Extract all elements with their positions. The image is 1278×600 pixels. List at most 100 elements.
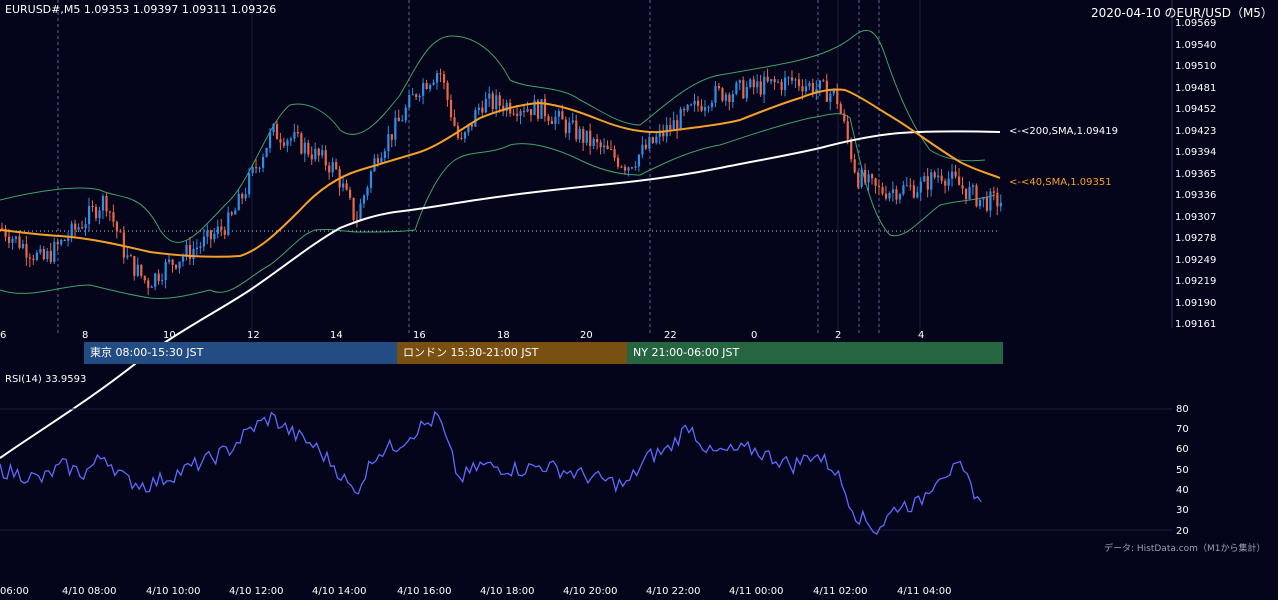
price-tick: 1.09190	[1175, 298, 1216, 309]
candle-body	[328, 165, 331, 173]
candle-body	[683, 109, 686, 111]
candle-body	[362, 195, 366, 204]
candle-body	[592, 138, 595, 146]
rsi-panel: 80 70 60 50 40 30 20 06:00 4/10 08:00 4/…	[0, 404, 1189, 597]
candle-body	[157, 273, 160, 282]
candle-body	[474, 110, 477, 127]
candle-body	[63, 239, 66, 241]
candle-body	[171, 259, 174, 265]
time-tick: 2	[835, 330, 841, 341]
candle-body	[136, 264, 139, 276]
candle-body	[888, 193, 891, 199]
candle-body	[397, 117, 400, 122]
candle-body	[766, 76, 769, 82]
candle-body	[355, 219, 359, 221]
candle-body	[975, 185, 978, 207]
candle-body	[248, 172, 251, 195]
candle-body	[230, 212, 233, 215]
candle-body	[4, 228, 7, 237]
candle-body	[571, 120, 574, 123]
candle-body	[303, 142, 306, 154]
candle-body	[411, 94, 414, 96]
candle-body	[651, 137, 654, 143]
bollinger-lower	[0, 113, 996, 299]
candle-body	[714, 85, 717, 103]
candle-body	[585, 130, 588, 143]
candle-body	[526, 109, 529, 112]
grid-lines	[251, 0, 921, 335]
candle-body	[731, 94, 734, 103]
price-tick: 1.09249	[1175, 255, 1216, 266]
candle-body	[216, 226, 219, 234]
price-tick: 1.09219	[1175, 276, 1216, 287]
candle-body	[954, 171, 957, 177]
candle-body	[944, 180, 947, 186]
candle-body	[676, 120, 679, 131]
rsi-time-tick: 4/10 10:00	[146, 586, 200, 597]
candle-body	[300, 133, 303, 154]
candle-body	[262, 156, 265, 168]
candle-body	[860, 169, 863, 187]
time-tick: 0	[751, 330, 757, 341]
data-attribution: データ: HistData.com（M1から集計）	[1104, 544, 1266, 554]
candle-body	[606, 145, 609, 150]
candle-body	[599, 142, 602, 148]
candle-body	[383, 151, 386, 158]
candle-body	[662, 130, 665, 137]
candle-body	[968, 186, 971, 199]
candle-body	[923, 176, 926, 182]
time-tick: 16	[413, 330, 426, 341]
rsi-tick: 50	[1176, 465, 1189, 476]
candle-body	[759, 81, 762, 95]
candle-body	[850, 139, 853, 160]
candle-body	[790, 77, 794, 81]
candle-body	[275, 124, 279, 140]
price-tick: 1.09336	[1175, 190, 1216, 201]
candle-body	[7, 236, 11, 243]
candle-body	[902, 185, 905, 195]
candle-body	[432, 82, 435, 85]
time-tick: 10	[163, 330, 176, 341]
rsi-label: RSI(14) 33.9593	[5, 374, 87, 385]
candle-body	[25, 243, 28, 258]
candle-body	[321, 150, 324, 156]
candle-body	[578, 129, 581, 140]
candle-body	[536, 100, 540, 119]
candle-body	[390, 134, 393, 140]
candle-body	[864, 169, 867, 183]
candle-body	[937, 175, 940, 178]
candle-body	[491, 93, 494, 110]
candle-body	[857, 172, 860, 187]
rsi-time-tick: 4/11 04:00	[897, 586, 951, 597]
session-ny: NY 21:00-06:00 JST	[627, 342, 1003, 364]
candle-body	[237, 193, 240, 211]
bollinger-bands	[0, 29, 996, 299]
candle-body	[143, 275, 146, 281]
candle-body	[453, 117, 456, 126]
candle-body	[122, 232, 125, 258]
candle-body	[495, 95, 498, 110]
candle-body	[46, 251, 49, 260]
candle-body	[481, 107, 484, 113]
candle-body	[307, 142, 310, 155]
candle-body	[220, 226, 223, 230]
rsi-line	[0, 410, 982, 536]
candle-body	[331, 162, 334, 173]
candle-body	[801, 86, 804, 92]
candlestick-series	[1, 68, 1002, 295]
candle-body	[429, 84, 432, 90]
sma200-label: <-<200,SMA,1.09419	[1009, 126, 1118, 137]
candle-body	[415, 94, 418, 98]
candle-body	[596, 138, 599, 143]
candle-body	[770, 79, 773, 82]
candle-body	[112, 212, 115, 222]
candle-body	[697, 100, 700, 106]
candle-body	[891, 189, 895, 194]
sma200-line	[0, 130, 1001, 459]
candle-body	[439, 73, 442, 75]
candle-body	[641, 144, 644, 155]
rsi-axis-ticks: 80 70 60 50 40 30 20	[1176, 404, 1189, 537]
candle-body	[449, 99, 453, 118]
rsi-time-tick: 06:00	[0, 586, 29, 597]
